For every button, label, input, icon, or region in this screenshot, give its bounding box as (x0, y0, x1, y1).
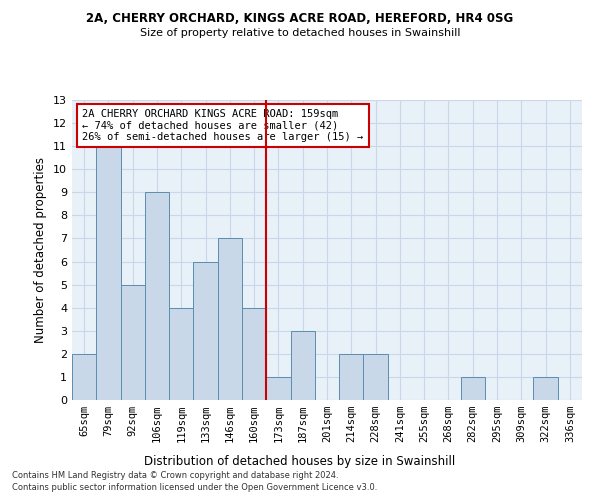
Bar (290, 331, 315, 400)
Bar (364, 354, 388, 400)
Text: Size of property relative to detached houses in Swainshill: Size of property relative to detached ho… (140, 28, 460, 38)
Bar (121, 284, 145, 400)
Bar (533, 377, 558, 400)
Text: 2A CHERRY ORCHARD KINGS ACRE ROAD: 159sqm
← 74% of detached houses are smaller (: 2A CHERRY ORCHARD KINGS ACRE ROAD: 159sq… (82, 109, 364, 142)
Bar (242, 308, 266, 400)
Bar (169, 308, 193, 400)
Bar (72, 354, 96, 400)
Text: 2A, CHERRY ORCHARD, KINGS ACRE ROAD, HEREFORD, HR4 0SG: 2A, CHERRY ORCHARD, KINGS ACRE ROAD, HER… (86, 12, 514, 26)
Bar (339, 354, 364, 400)
Text: Contains HM Land Registry data © Crown copyright and database right 2024.: Contains HM Land Registry data © Crown c… (12, 470, 338, 480)
Bar (145, 192, 169, 400)
Y-axis label: Number of detached properties: Number of detached properties (34, 157, 47, 343)
Text: Contains public sector information licensed under the Open Government Licence v3: Contains public sector information licen… (12, 483, 377, 492)
Bar (193, 262, 218, 400)
Bar (218, 238, 242, 400)
Bar (96, 146, 121, 400)
Bar (266, 377, 290, 400)
Text: Distribution of detached houses by size in Swainshill: Distribution of detached houses by size … (145, 455, 455, 468)
Bar (461, 377, 485, 400)
